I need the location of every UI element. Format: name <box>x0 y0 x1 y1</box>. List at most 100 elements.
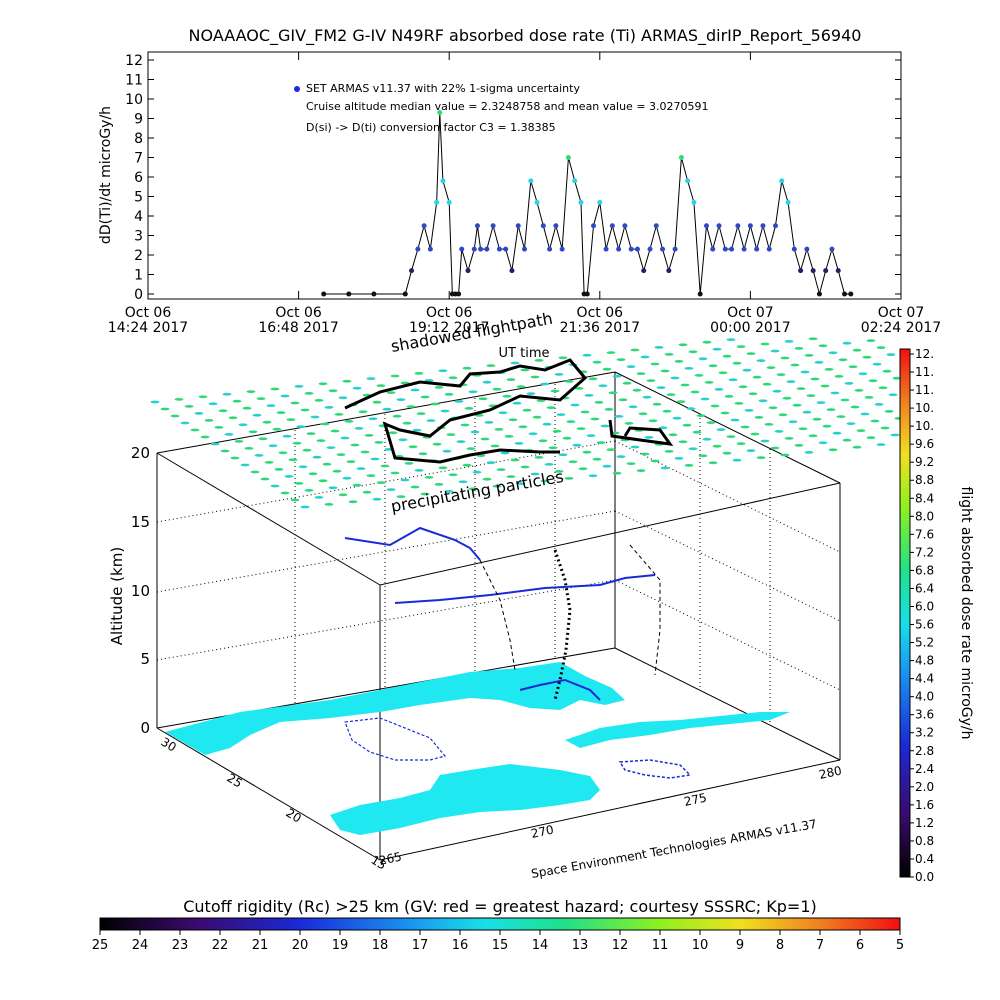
data-point <box>685 178 691 184</box>
colorbar-tick-label: 2.8 <box>915 744 934 758</box>
data-point <box>816 291 822 297</box>
colorbar-tick-label: 0.8 <box>915 834 934 848</box>
data-point <box>609 223 615 229</box>
cutoff-rigidity-ticks: 25 24 23 22 21 20 19 18 17 16 15 14 13 12 11 10 9 8 7 6 5 <box>92 930 904 953</box>
y-tick-label: 7 <box>134 151 143 167</box>
y-tick-label: 0 <box>134 287 143 303</box>
data-point <box>703 223 709 229</box>
colorbar-tick-label: 12. <box>915 347 934 361</box>
colorbar-tick-label: 4.0 <box>915 690 934 704</box>
rigidity-tick-label: 7 <box>816 938 824 953</box>
data-point <box>578 199 584 205</box>
data-point <box>716 223 722 229</box>
legend-median: Cruise altitude median value = 2.3248758… <box>306 100 709 113</box>
longitude-tick: 270 <box>530 822 555 840</box>
colorbar-tick-label: 7.6 <box>915 527 934 541</box>
colorbar-tick-label: 11. <box>915 383 934 397</box>
data-point <box>722 246 728 252</box>
x-tick-day: Oct 06 <box>275 305 322 321</box>
data-point <box>591 223 597 229</box>
data-point <box>402 291 408 297</box>
x-tick-day: Oct 06 <box>426 305 473 321</box>
altitude-tick: 0 <box>140 719 150 737</box>
rigidity-tick-label: 6 <box>856 938 864 953</box>
colorbar-tick-label: 3.6 <box>915 708 934 722</box>
rigidity-tick-label: 5 <box>896 938 904 953</box>
data-point <box>515 223 521 229</box>
legend: SET ARMAS v11.37 with 22% 1-sigma uncert… <box>294 82 709 134</box>
x-tick-day: Oct 07 <box>878 305 924 321</box>
data-point <box>653 223 659 229</box>
colorbar-tick-label: 4.4 <box>915 672 934 686</box>
y-tick-label: 3 <box>134 229 143 245</box>
data-point <box>735 223 741 229</box>
y-tick-label: 5 <box>134 190 143 206</box>
data-point <box>509 268 515 274</box>
chart-title: NOAAAOC_GIV_FM2 G-IV N49RF absorbed dose… <box>189 26 862 46</box>
data-point <box>597 199 603 205</box>
data-point <box>484 246 490 252</box>
shadowed-flightpath <box>344 358 674 464</box>
data-point <box>672 246 678 252</box>
data-point <box>474 223 480 229</box>
altitude-tick: 15 <box>131 513 150 531</box>
rigidity-tick-label: 23 <box>172 938 189 953</box>
longitude-ticks: 265 270 275 280 <box>378 763 843 867</box>
colorbar-tick-label: 3.2 <box>915 726 934 740</box>
colorbar-tick-label: 2.0 <box>915 780 934 794</box>
data-point <box>729 246 735 252</box>
data-point <box>471 246 477 252</box>
colorbar-tick-label: 9.2 <box>915 455 934 469</box>
colorbar-tick-label: 10. <box>915 401 934 415</box>
data-point <box>829 246 835 252</box>
rigidity-tick-label: 13 <box>572 938 589 953</box>
x-tick-time: 00:00 2017 <box>710 320 790 336</box>
data-point <box>434 199 440 205</box>
data-point <box>528 178 534 184</box>
data-point <box>760 223 766 229</box>
data-point <box>628 246 634 252</box>
data-point <box>421 223 427 229</box>
data-point <box>666 268 672 274</box>
altitude-ticks: 0 5 10 15 20 <box>131 444 150 737</box>
colorbar-tick-label: 10. <box>915 419 934 433</box>
colorbar-tick-label: 2.4 <box>915 762 934 776</box>
colorbar-tick-label: 9.6 <box>915 437 934 451</box>
colorbar-tick-label: 6.0 <box>915 599 934 613</box>
data-point <box>747 223 753 229</box>
data-point <box>534 199 540 205</box>
latitude-tick: 15 <box>368 853 388 873</box>
rigidity-tick-label: 14 <box>532 938 549 953</box>
data-point <box>804 246 810 252</box>
data-point <box>754 246 760 252</box>
y-tick-label: 8 <box>134 131 143 147</box>
latitude-ticks: 15 20 25 30 <box>158 735 388 873</box>
data-point <box>503 246 509 252</box>
series-line <box>323 112 851 296</box>
y-tick-label: 12 <box>125 53 143 69</box>
data-point <box>572 178 578 184</box>
altitude-grid <box>156 384 841 725</box>
y-axis-label: dD(Ti)/dt microGy/h <box>98 106 114 244</box>
data-point <box>437 110 443 116</box>
data-point <box>415 246 421 252</box>
data-point <box>584 291 590 297</box>
flightpath-3d <box>344 526 661 701</box>
data-point <box>773 223 778 229</box>
colorbar-tick-label: 7.2 <box>915 545 934 559</box>
credit-label: Space Environment Technologies ARMAS v11… <box>530 817 818 881</box>
colorbar-tick-label: 5.2 <box>915 636 934 650</box>
data-point <box>810 268 816 274</box>
altitude-tick: 20 <box>131 444 150 462</box>
colorbar-tick-label: 8.8 <box>915 473 934 487</box>
colorbar-tick-label: 0.0 <box>915 870 934 884</box>
data-point <box>478 246 484 252</box>
data-point <box>766 246 772 252</box>
rigidity-tick-label: 8 <box>776 938 784 953</box>
altitude-tick: 5 <box>140 650 150 668</box>
colorbar-tick-label: 11. <box>915 365 934 379</box>
rigidity-tick-label: 24 <box>132 938 149 953</box>
data-point <box>603 246 609 252</box>
data-point <box>848 291 854 297</box>
